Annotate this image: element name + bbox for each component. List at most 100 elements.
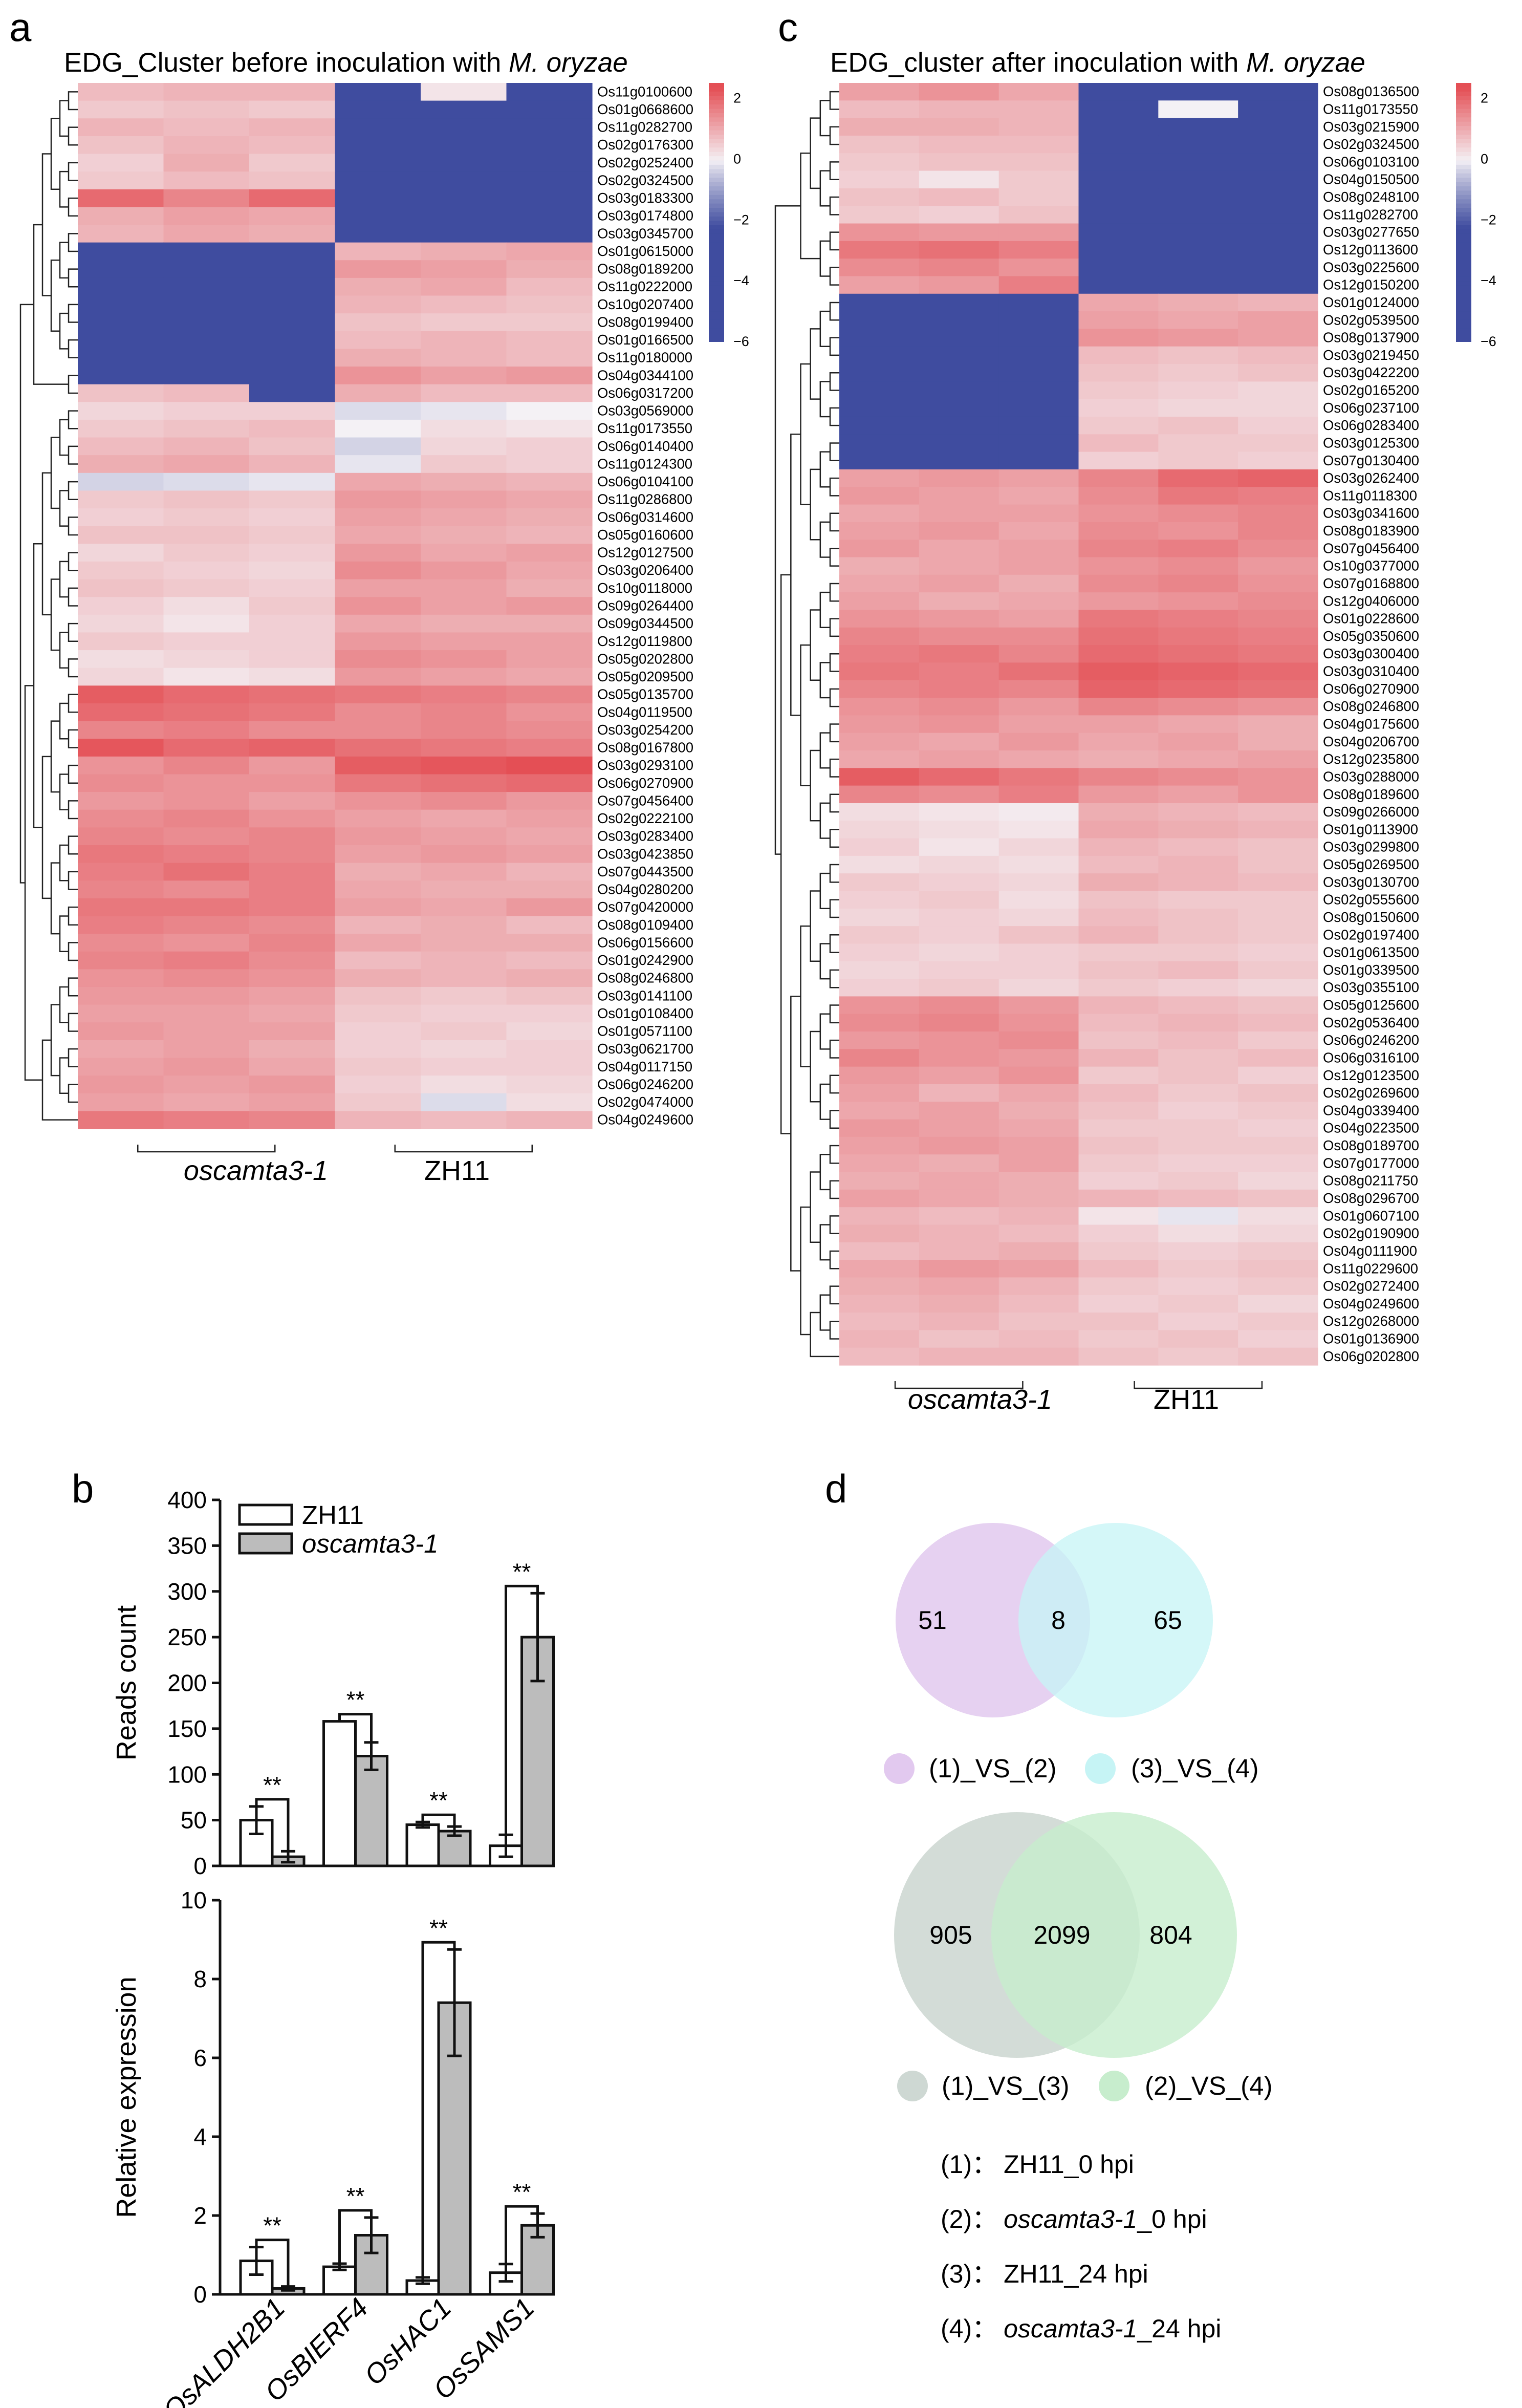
heatmap-cell — [998, 821, 1079, 839]
heatmap-c-group-labels: oscamta3-1 ZH11 — [894, 1381, 1263, 1415]
heatmap-cell — [919, 768, 999, 786]
heatmap-cell — [1238, 1189, 1318, 1208]
heatmap-cell — [249, 863, 336, 881]
heatmap-cell — [919, 504, 999, 523]
heatmap-cell — [998, 83, 1079, 101]
heatmap-cell — [998, 259, 1079, 277]
heatmap-cell — [1238, 170, 1318, 189]
heatmap-cell — [919, 469, 999, 487]
dendrogram-branch — [810, 749, 820, 822]
heatmap-cell — [1238, 399, 1318, 417]
colorbar-segment — [709, 208, 724, 213]
heatmap-cell — [1158, 118, 1238, 136]
heatmap-cell — [249, 544, 336, 562]
heatmap-cell — [163, 863, 250, 881]
colorbar-segment — [1456, 152, 1471, 157]
heatmap-cell — [249, 986, 336, 1005]
gene-label: Os08g0189600 — [1323, 786, 1419, 802]
colorbar-segment — [709, 169, 724, 174]
heatmap-cell — [249, 756, 336, 775]
heatmap-cell — [421, 685, 507, 704]
heatmap-cell — [249, 526, 336, 544]
heatmap-cell — [78, 579, 164, 597]
heatmap-cell — [1158, 996, 1238, 1015]
gene-label: Os03g0345700 — [597, 225, 693, 241]
heatmap-cell — [839, 908, 920, 927]
heatmap-cell — [506, 455, 593, 474]
heatmap-cell — [919, 961, 999, 979]
heatmap-cell — [506, 809, 593, 828]
heatmap-cell — [919, 680, 999, 698]
heatmap-cell — [421, 561, 507, 580]
gene-label: Os08g0167800 — [597, 740, 693, 756]
heatmap-cell — [839, 1172, 920, 1190]
heatmap-cell — [919, 311, 999, 330]
error-bar — [498, 1833, 513, 1858]
heatmap-cell — [1078, 487, 1159, 505]
colorbar-segment — [1456, 208, 1471, 213]
gene-label: Os11g0229600 — [1323, 1260, 1418, 1276]
heatmap-cell — [919, 610, 999, 628]
heatmap-cell — [919, 1049, 999, 1067]
heatmap-cell — [506, 242, 593, 261]
heatmap-cell — [839, 381, 920, 400]
heatmap-cell — [1238, 1313, 1318, 1330]
colorbar-segment — [709, 199, 724, 204]
heatmap-cell — [998, 346, 1079, 364]
heatmap-cell — [1238, 785, 1318, 804]
significance-label: ** — [513, 2179, 531, 2205]
heatmap-cell — [506, 526, 593, 544]
heatmap-cell — [1158, 733, 1238, 751]
heatmap-cell — [839, 750, 920, 768]
colorbar-segment — [1456, 264, 1471, 269]
heatmap-cell — [1078, 698, 1159, 716]
heatmap-cell — [839, 259, 920, 277]
heatmap-cell — [506, 508, 593, 527]
heatmap-cell — [919, 979, 999, 997]
heatmap-a-group-labels: oscamta3-1 ZH11 — [137, 1145, 533, 1186]
heatmap-cell — [1078, 996, 1159, 1015]
heatmap-cell — [163, 1040, 250, 1059]
heatmap-cell — [249, 703, 336, 722]
heatmap-cell — [839, 1102, 920, 1120]
venn2-legend-dot-left — [897, 2071, 928, 2101]
heatmap-cell — [163, 402, 250, 420]
heatmap-cell — [1158, 223, 1238, 242]
heatmap-cell — [335, 561, 421, 580]
gene-label: Os06g0314600 — [597, 509, 693, 525]
heatmap-cell — [998, 1154, 1079, 1173]
heatmap-cell — [839, 733, 920, 751]
significance-bracket — [421, 1813, 456, 1827]
colorbar-tick-label: −2 — [1481, 212, 1496, 227]
venn-panel: 51 8 65 (1)_VS_(2) (3)_VS_(4) 905 2099 8… — [884, 1523, 1272, 2343]
heatmap-cell — [839, 610, 920, 628]
heatmap-cell — [1078, 346, 1159, 364]
colorbar-segment — [709, 139, 724, 144]
colorbar-segment — [1456, 255, 1471, 261]
heatmap-cell — [78, 863, 164, 881]
group-bracket-wt — [1134, 1381, 1263, 1389]
heatmap-cell — [1238, 821, 1318, 839]
heatmap-cell — [78, 774, 164, 792]
heatmap-cell — [919, 540, 999, 558]
colorbar-segment — [709, 337, 724, 342]
colorbar-segment — [1456, 169, 1471, 174]
heatmap-cell — [78, 703, 164, 722]
heatmap-cell — [249, 898, 336, 917]
heatmap-cell — [1078, 645, 1159, 663]
heatmap-cell — [163, 845, 250, 864]
heatmap-cell — [1078, 1207, 1159, 1226]
legend-label-mutant: oscamta3-1 — [302, 1529, 438, 1558]
gene-label: Os12g0235800 — [1323, 751, 1419, 767]
heatmap-cell — [421, 774, 507, 792]
gene-label: Os09g0264400 — [597, 598, 693, 614]
heatmap-cell — [78, 650, 164, 669]
colorbar-segment — [709, 104, 724, 110]
heatmap-cell — [1078, 768, 1159, 786]
gene-label: Os08g0183900 — [1323, 523, 1419, 539]
colorbar-segment — [1456, 225, 1471, 230]
heatmap-cell — [839, 943, 920, 962]
heatmap-cell — [1078, 451, 1159, 470]
y-tick-label: 200 — [167, 1670, 207, 1696]
heatmap-cell — [78, 437, 164, 456]
